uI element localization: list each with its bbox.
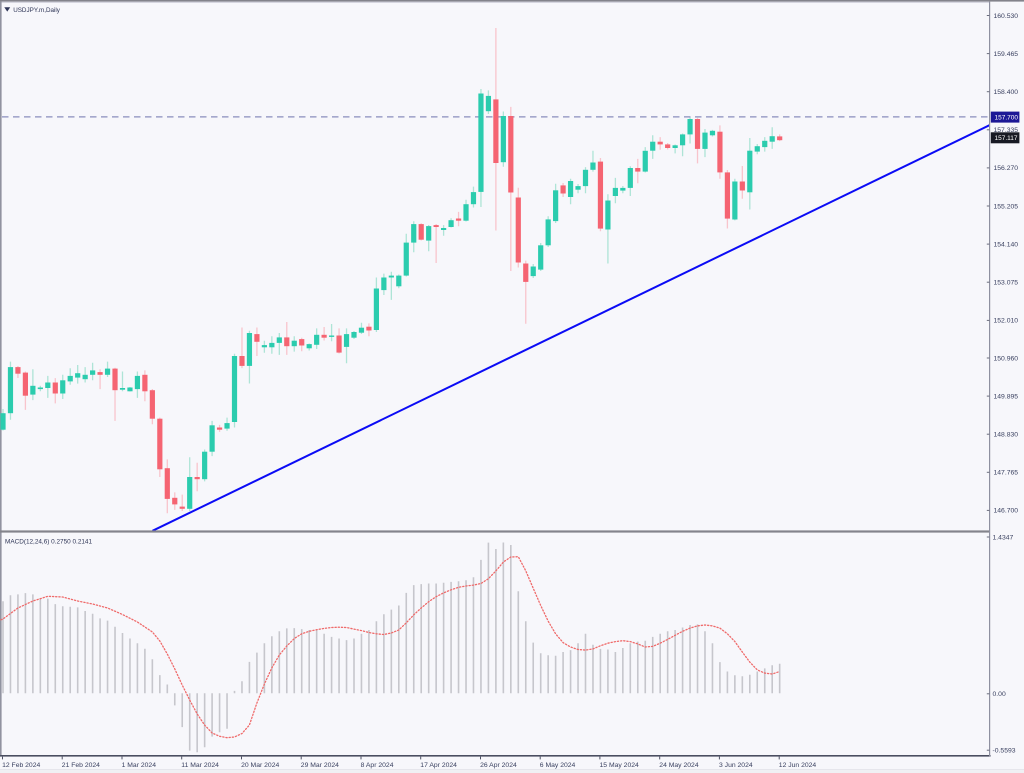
svg-text:29 Mar 2024: 29 Mar 2024	[301, 762, 339, 769]
svg-text:157.700: 157.700	[995, 115, 1019, 122]
svg-text:0.00: 0.00	[993, 691, 1006, 698]
svg-text:20 Mar 2024: 20 Mar 2024	[241, 762, 279, 769]
svg-text:147.765: 147.765	[994, 470, 1019, 477]
svg-text:26 Apr 2024: 26 Apr 2024	[480, 762, 517, 769]
svg-text:157.335: 157.335	[994, 127, 1019, 134]
svg-text:158.400: 158.400	[994, 89, 1019, 96]
svg-text:156.270: 156.270	[994, 165, 1019, 172]
svg-text:152.010: 152.010	[994, 318, 1019, 325]
svg-text:8 Apr 2024: 8 Apr 2024	[361, 762, 394, 769]
svg-text:146.700: 146.700	[994, 508, 1019, 515]
svg-text:15 May 2024: 15 May 2024	[600, 762, 640, 769]
svg-text:-0.5593: -0.5593	[993, 748, 1016, 755]
svg-text:1.4347: 1.4347	[993, 534, 1014, 541]
svg-text:21 Feb 2024: 21 Feb 2024	[62, 762, 100, 769]
svg-text:155.205: 155.205	[994, 203, 1019, 210]
svg-text:6 May 2024: 6 May 2024	[540, 762, 576, 769]
svg-text:24 May 2024: 24 May 2024	[659, 762, 699, 769]
svg-text:160.530: 160.530	[994, 13, 1019, 20]
svg-text:150.960: 150.960	[994, 355, 1019, 362]
svg-text:12 Jun 2024: 12 Jun 2024	[779, 762, 817, 769]
svg-text:157.117: 157.117	[995, 135, 1018, 142]
svg-text:17 Apr 2024: 17 Apr 2024	[420, 762, 457, 769]
svg-text:154.140: 154.140	[994, 241, 1019, 248]
svg-text:11 Mar 2024: 11 Mar 2024	[181, 762, 219, 769]
svg-text:12 Feb 2024: 12 Feb 2024	[2, 762, 40, 769]
svg-text:3 Jun 2024: 3 Jun 2024	[719, 762, 753, 769]
svg-text:149.895: 149.895	[994, 393, 1019, 400]
svg-text:MACD(12,24,6) 0.2750 0.2141: MACD(12,24,6) 0.2750 0.2141	[5, 538, 92, 545]
svg-text:148.830: 148.830	[994, 432, 1019, 439]
svg-text:1 Mar 2024: 1 Mar 2024	[122, 762, 157, 769]
svg-text:USDJPY.m,Daily: USDJPY.m,Daily	[13, 7, 61, 14]
svg-text:153.075: 153.075	[994, 280, 1019, 287]
svg-text:159.465: 159.465	[994, 51, 1019, 58]
